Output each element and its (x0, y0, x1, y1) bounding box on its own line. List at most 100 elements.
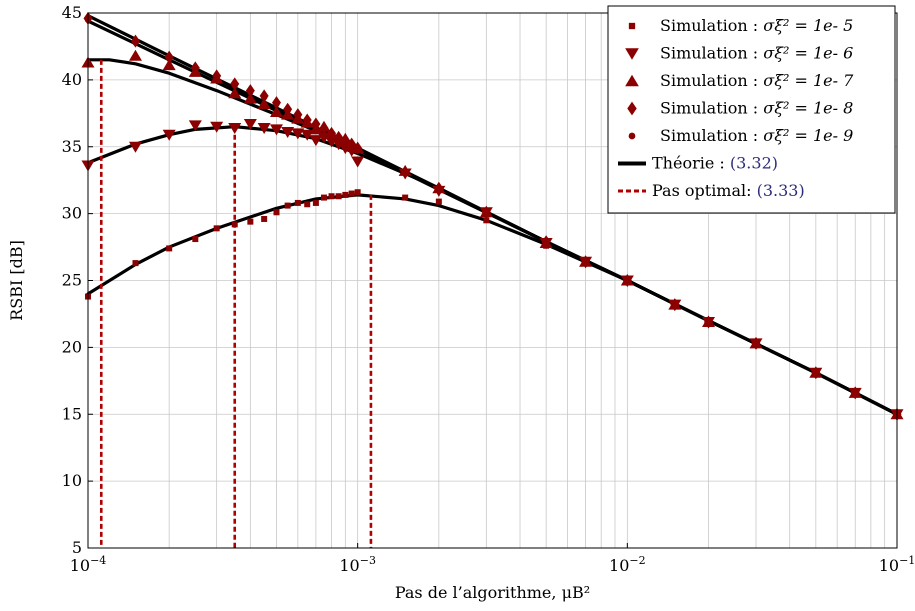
marker-circle (192, 65, 199, 73)
marker-circle (671, 301, 679, 308)
legend-label: Simulation : σξ² = 1e- 5 (660, 16, 853, 35)
marker-circle (752, 340, 760, 347)
marker-circle (231, 82, 238, 89)
marker-square (328, 193, 335, 200)
marker-circle (852, 389, 859, 397)
marker-triangle-up (625, 74, 639, 87)
marker-square (304, 201, 311, 208)
marker-square (320, 194, 327, 201)
marker-circle (812, 369, 820, 376)
theory-curve (86, 19, 899, 416)
x-tick-label: 10−4 (70, 554, 107, 575)
marker-circle (582, 258, 589, 265)
marker-triangle-down (188, 120, 202, 132)
marker-triangle-up (228, 87, 242, 99)
marker-circle (132, 39, 139, 46)
marker-circle (483, 209, 490, 216)
marker-square (435, 198, 442, 205)
marker-square (294, 199, 301, 206)
marker-circle (165, 55, 173, 62)
x-tick-label: 10−3 (339, 554, 376, 575)
theory-curve (86, 193, 899, 416)
marker-square (348, 190, 355, 197)
marker-circle (294, 112, 302, 120)
marker-square (132, 260, 139, 267)
marker-square (213, 225, 220, 232)
marker-square (166, 245, 173, 252)
marker-circle (354, 144, 361, 152)
marker-circle (284, 107, 291, 114)
marker-circle (335, 134, 342, 141)
y-tick-label: 15 (62, 404, 82, 423)
marker-square (284, 202, 291, 209)
legend-label: Simulation : σξ² = 1e- 6 (660, 44, 853, 63)
y-axis-label: RSBI [dB] (7, 240, 26, 321)
marker-triangle-down (257, 123, 271, 135)
marker-circle (247, 88, 254, 96)
marker-square (312, 199, 319, 206)
marker-square (335, 193, 342, 200)
y-tick-label: 40 (62, 70, 82, 89)
marker-triangle-down (128, 141, 142, 153)
marker-triangle-down (228, 123, 242, 135)
y-tick-label: 35 (62, 137, 82, 156)
marker-circle (328, 130, 335, 137)
marker-circle (213, 74, 220, 81)
marker-circle (304, 118, 311, 125)
marker-triangle-down (309, 135, 323, 147)
marker-triangle-down (269, 124, 283, 136)
marker-triangle-down (243, 119, 257, 131)
marker-triangle-up (162, 59, 176, 71)
marker-square (261, 215, 268, 222)
marker-triangle-up (243, 92, 257, 104)
marker-triangle-down (291, 128, 305, 140)
marker-square (273, 209, 280, 216)
marker-triangle-down (625, 48, 639, 60)
legend-label: Simulation : σξ² = 1e- 8 (660, 99, 853, 118)
marker-square (628, 22, 636, 30)
marker-square (192, 236, 199, 243)
marker-circle (401, 168, 409, 176)
marker-square (402, 194, 409, 201)
marker-triangle-down (351, 156, 365, 168)
marker-circle (312, 122, 320, 129)
marker-square (342, 191, 349, 198)
marker-circle (435, 185, 443, 192)
legend-label: Simulation : σξ² = 1e- 7 (660, 71, 854, 90)
marker-square (354, 189, 361, 196)
marker-circle (542, 239, 550, 247)
marker-square (483, 217, 490, 224)
legend-label: Théorie : (3.32) (652, 154, 778, 173)
y-tick-label: 20 (62, 337, 82, 356)
y-tick-label: 10 (62, 471, 82, 490)
y-tick-label: 25 (62, 271, 82, 290)
legend: Simulation : σξ² = 1e- 5 Simulation : σξ²… (607, 5, 896, 214)
legend-box (607, 5, 896, 214)
marker-circle (273, 100, 280, 108)
legend-label: Simulation : σξ² = 1e- 9 (660, 126, 853, 145)
simulation-markers (81, 11, 904, 421)
y-tick-label: 5 (72, 538, 82, 557)
y-tick-label: 45 (62, 3, 82, 22)
marker-square (231, 221, 238, 228)
marker-triangle-up (128, 49, 142, 61)
marker-triangle-down (300, 129, 314, 141)
marker-triangle-up (257, 97, 271, 109)
marker-diamond (627, 101, 637, 116)
marker-circle (260, 94, 268, 101)
marker-circle (342, 138, 349, 145)
x-tick-label: 10−2 (609, 554, 646, 575)
x-axis-label: Pas de l’algorithme, μB² (395, 583, 590, 602)
marker-square (247, 218, 254, 225)
marker-circle (348, 140, 355, 148)
marker-triangle-down (281, 127, 295, 139)
marker-triangle-up (269, 105, 283, 117)
x-tick-label: 10−1 (879, 554, 915, 575)
marker-circle (628, 132, 636, 140)
marker-triangle-down (210, 121, 224, 133)
y-tick-label: 30 (62, 204, 82, 223)
marker-circle (705, 318, 712, 326)
axis-ticks: 10−4 10−3 10−2 10−1 5 10 15 20 25 30 35 40 45 (62, 3, 915, 575)
optimal-step-lines (99, 59, 373, 548)
